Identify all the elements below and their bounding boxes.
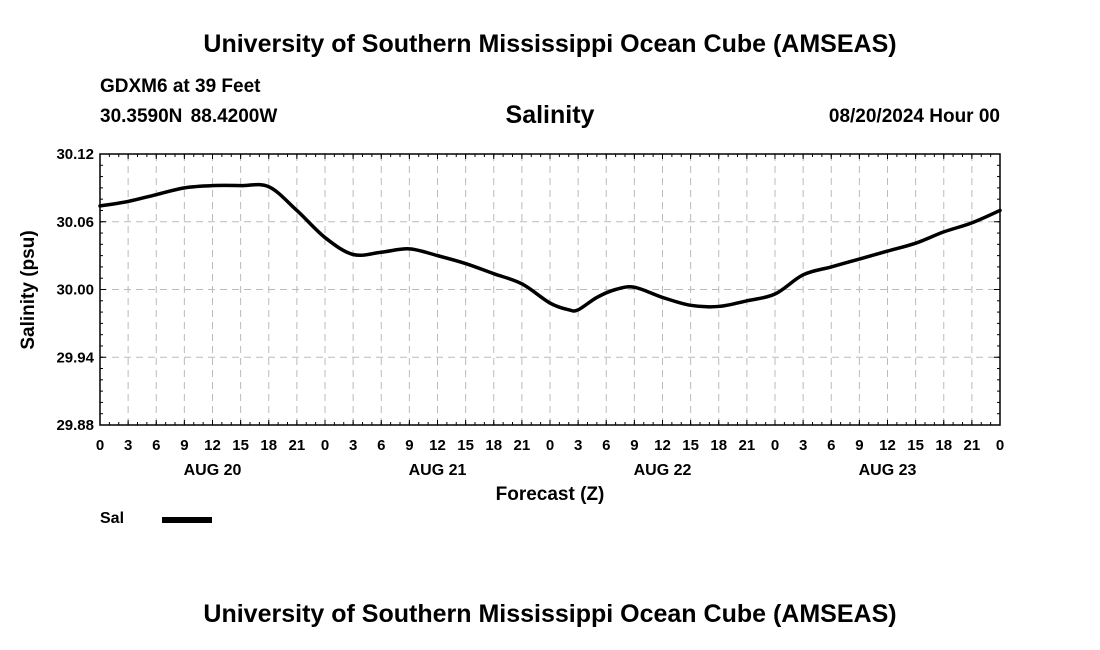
x-tick-label: 15 <box>907 437 924 454</box>
x-tick-label: 21 <box>964 437 981 454</box>
y-tick-label: 30.00 <box>56 282 94 299</box>
day-label: AUG 23 <box>859 462 917 479</box>
axis-ticks <box>99 153 1001 426</box>
day-label: AUG 22 <box>634 462 692 479</box>
x-tick-label: 12 <box>204 437 221 454</box>
y-tick-label: 29.94 <box>56 349 94 366</box>
x-tick-label: 18 <box>710 437 727 454</box>
x-tick-label: 9 <box>405 437 413 454</box>
legend-swatch <box>162 517 212 523</box>
x-tick-label: 18 <box>485 437 502 454</box>
page-title: University of Southern Mississippi Ocean… <box>203 30 897 58</box>
x-tick-label: 21 <box>289 437 306 454</box>
x-tick-label: 15 <box>457 437 474 454</box>
x-tick-label: 6 <box>827 437 835 454</box>
x-tick-label: 0 <box>996 437 1004 454</box>
day-labels: AUG 20 AUG 21 AUG 22 AUG 23 <box>184 462 917 479</box>
day-label: AUG 21 <box>409 462 467 479</box>
x-tick-label: 6 <box>152 437 160 454</box>
x-tick-label: 21 <box>514 437 531 454</box>
y-tick-labels: 29.88 29.94 30.00 30.06 30.12 <box>56 146 94 434</box>
day-label: AUG 20 <box>184 462 242 479</box>
x-tick-label: 3 <box>574 437 582 454</box>
y-axis-label: Salinity (psu) <box>18 230 39 349</box>
coordinates-label: 30.3590N 88.4200W <box>100 106 278 127</box>
x-axis-label: Forecast (Z) <box>496 484 605 505</box>
x-tick-label: 18 <box>260 437 277 454</box>
x-tick-label: 21 <box>739 437 756 454</box>
x-tick-label: 0 <box>321 437 329 454</box>
footer-title: University of Southern Mississippi Ocean… <box>203 600 897 628</box>
y-tick-label: 30.06 <box>56 214 94 231</box>
y-tick-label: 29.88 <box>56 417 94 434</box>
chart-title: Salinity <box>505 101 595 129</box>
x-tick-label: 15 <box>232 437 249 454</box>
x-tick-label: 15 <box>682 437 699 454</box>
x-tick-label: 12 <box>879 437 896 454</box>
x-tick-label: 6 <box>377 437 385 454</box>
x-tick-label: 9 <box>855 437 863 454</box>
x-tick-label: 9 <box>630 437 638 454</box>
grid-lines <box>100 154 1000 425</box>
y-tick-label: 30.12 <box>56 146 94 163</box>
x-tick-label: 9 <box>180 437 188 454</box>
x-tick-label: 12 <box>429 437 446 454</box>
x-tick-label: 6 <box>602 437 610 454</box>
x-tick-label: 0 <box>96 437 104 454</box>
x-tick-label: 3 <box>124 437 132 454</box>
x-tick-label: 18 <box>935 437 952 454</box>
salinity-series-line <box>98 182 1002 313</box>
x-tick-labels: 0 3 6 9 12 15 18 21 0 3 6 9 12 15 18 21 0 3 6 9 12 15 18 21 0 3 6 9… <box>96 437 1004 454</box>
x-tick-label: 3 <box>349 437 357 454</box>
x-tick-label: 12 <box>654 437 671 454</box>
legend-label: Sal <box>100 510 125 527</box>
x-tick-label: 0 <box>546 437 554 454</box>
x-tick-label: 0 <box>771 437 779 454</box>
forecast-date-label: 08/20/2024 Hour 00 <box>828 106 1000 127</box>
x-tick-label: 3 <box>799 437 807 454</box>
station-label: GDXM6 at 39 Feet <box>100 76 261 97</box>
